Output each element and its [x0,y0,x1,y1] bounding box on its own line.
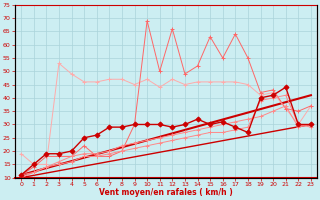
X-axis label: Vent moyen/en rafales ( km/h ): Vent moyen/en rafales ( km/h ) [99,188,233,197]
